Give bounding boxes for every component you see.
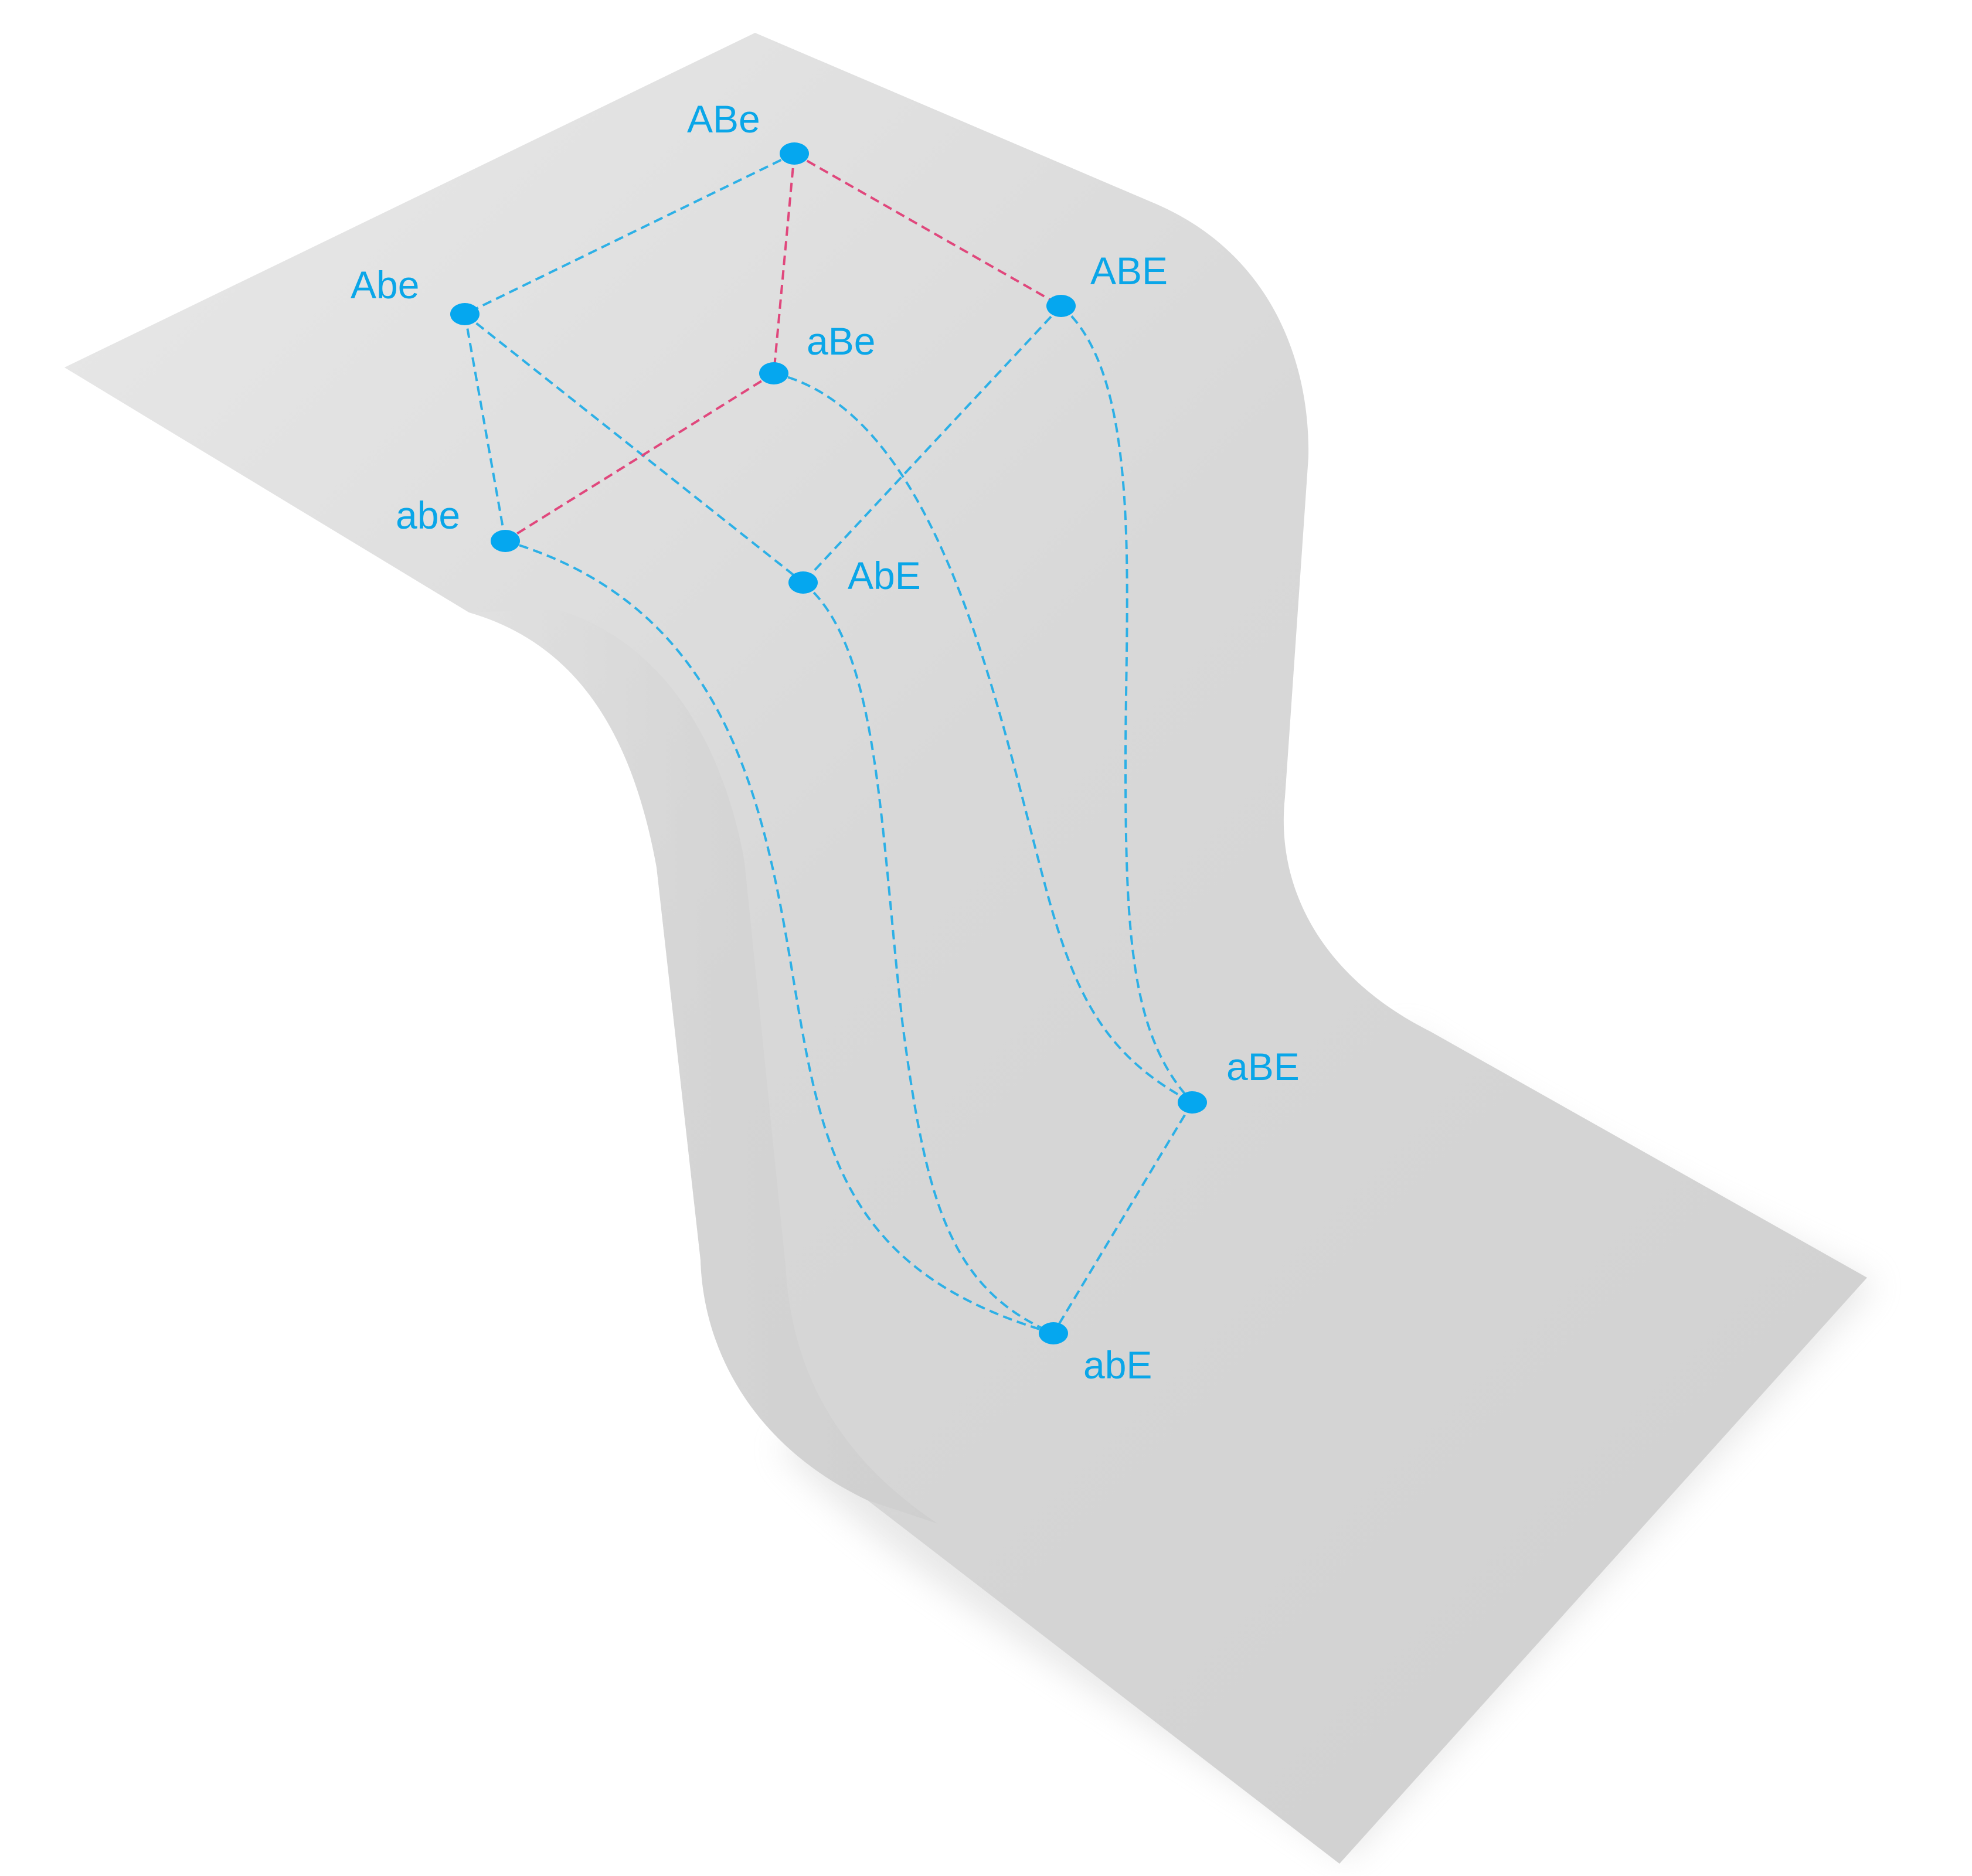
edge-AbE-abE <box>802 581 1054 1334</box>
nodes-layer <box>450 142 1207 1344</box>
node-label-abE: abE <box>1083 1343 1152 1387</box>
folded-surface <box>64 33 1867 1864</box>
edge-aBe-aBE <box>773 372 1193 1104</box>
labels-layer: ABe Abe ABE aBe abe AbE aBE abE <box>351 97 1300 1387</box>
edges-layer <box>464 152 1194 1334</box>
surface-sheet <box>64 33 1867 1864</box>
edge-ABe-aBe <box>773 153 795 374</box>
node-Abe <box>450 303 480 325</box>
edge-ABe-Abe <box>464 152 795 315</box>
node-label-Abe: Abe <box>351 263 419 307</box>
node-abE <box>1039 1322 1068 1344</box>
node-label-ABe: ABe <box>687 97 760 141</box>
node-label-aBe: aBe <box>807 319 875 363</box>
node-abe <box>491 530 520 552</box>
edge-ABE-aBE <box>1060 305 1194 1104</box>
edge-ABE-AbE <box>802 305 1062 584</box>
node-ABe <box>780 142 809 165</box>
node-AbE <box>788 571 818 594</box>
node-label-aBE: aBE <box>1226 1045 1300 1088</box>
edge-aBe-abe <box>504 372 775 542</box>
edge-abe-abE <box>505 540 1054 1334</box>
edge-Abe-abe <box>464 314 506 542</box>
surface-fold-front <box>469 610 938 1524</box>
node-aBE <box>1178 1091 1207 1114</box>
node-ABE <box>1046 295 1076 317</box>
node-label-AbE: AbE <box>848 554 921 597</box>
edge-aBE-abE <box>1052 1101 1194 1334</box>
node-label-abe: abe <box>396 493 460 537</box>
node-label-ABE: ABE <box>1090 249 1168 292</box>
edge-Abe-AbE <box>464 313 804 584</box>
node-aBe <box>759 362 788 384</box>
edge-ABe-ABE <box>794 152 1062 307</box>
